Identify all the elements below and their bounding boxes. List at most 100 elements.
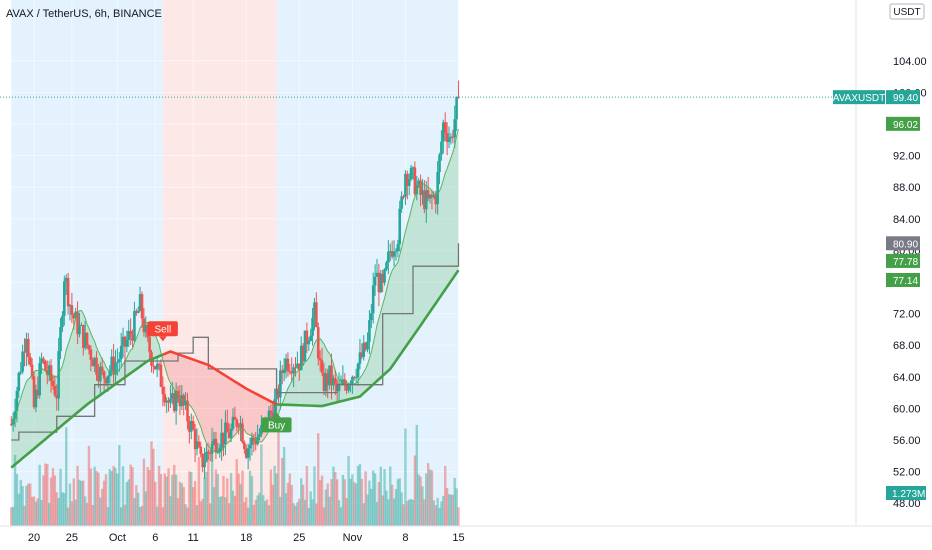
volume-bar: [15, 473, 19, 526]
volume-bar: [265, 499, 269, 526]
volume-bar: [440, 501, 443, 526]
volume-bar: [82, 480, 85, 526]
volume-bar: [131, 467, 134, 526]
volume-bar: [353, 482, 356, 526]
volume-bar: [400, 492, 403, 526]
x-tick-5: 18: [240, 532, 252, 544]
volume-bar: [267, 505, 271, 526]
volume-bar: [305, 466, 309, 526]
volume-bar: [358, 464, 362, 526]
candle-body: [129, 330, 132, 335]
volume-bar: [13, 454, 17, 526]
candle-body: [309, 335, 312, 342]
volume-bar: [186, 507, 189, 526]
volume-bar: [133, 498, 136, 526]
candle-body: [239, 423, 242, 428]
volume-bar: [154, 481, 157, 526]
volume-bar: [423, 499, 426, 526]
candle-body: [32, 376, 36, 408]
volume-bar: [184, 504, 187, 526]
candle-body: [23, 351, 26, 353]
sell-signal[interactable]: Sell: [147, 321, 178, 342]
volume-bar: [36, 498, 39, 526]
candle-body: [364, 342, 367, 350]
volume-bar: [336, 479, 339, 526]
candle-body: [153, 366, 157, 370]
volume-bar: [159, 474, 163, 526]
volume-bar: [322, 507, 326, 526]
candle-body: [9, 424, 13, 426]
candle-body: [36, 389, 40, 396]
volume-bar: [345, 498, 348, 526]
volume-bar: [273, 465, 276, 526]
volume-bar: [97, 472, 100, 526]
candle-body: [42, 358, 45, 362]
currency-button[interactable]: [889, 3, 925, 20]
region-bullish-2: [276, 0, 459, 526]
candle-body: [445, 133, 449, 143]
volume-bar: [233, 495, 237, 526]
candle-body: [157, 363, 161, 365]
currency-label: USDT: [893, 7, 920, 18]
volume-bar: [245, 497, 248, 526]
volume-bar: [317, 433, 320, 526]
volume-bar: [55, 492, 58, 526]
candle-body: [430, 194, 434, 198]
volume-bar: [93, 466, 96, 526]
candle-body: [220, 432, 223, 449]
candle-body: [210, 444, 214, 454]
candle-body: [66, 277, 70, 307]
candle-body: [440, 141, 443, 155]
candle-body: [49, 365, 53, 381]
candle-body: [392, 251, 396, 257]
buy-signal[interactable]: Buy: [261, 412, 292, 433]
indicator-lines: [0, 96, 856, 469]
candle-body: [180, 395, 184, 407]
candle-body: [45, 370, 49, 376]
candle-body: [68, 305, 72, 307]
candle-body: [34, 389, 38, 408]
candle-body: [112, 356, 115, 375]
candle-body: [189, 421, 193, 432]
candle-body: [144, 325, 148, 333]
candle-body: [152, 365, 155, 367]
volume-bar: [89, 468, 93, 526]
volume-bar: [137, 492, 140, 526]
candle-body: [449, 136, 453, 139]
candle-body: [250, 437, 254, 445]
volume-bar: [106, 507, 110, 526]
ma-mid-label: [886, 253, 920, 268]
volume-bar: [148, 470, 151, 526]
ma-slow-label: [886, 272, 920, 287]
candle-body: [407, 178, 411, 186]
candle-body: [83, 332, 87, 348]
volume-bar: [114, 467, 117, 526]
candle-body: [303, 330, 307, 362]
volume-bar: [394, 489, 398, 526]
candle-body: [104, 378, 108, 384]
x-tick-4: 11: [187, 532, 198, 544]
candle-body: [307, 341, 311, 345]
volume-bar: [426, 463, 430, 526]
candle-body: [368, 320, 371, 342]
volume-bar: [260, 444, 263, 526]
candle-body: [13, 411, 17, 419]
volume-bar: [432, 500, 436, 526]
candle-body: [252, 437, 256, 441]
volume-bar: [417, 474, 420, 526]
step-line-label: [886, 236, 920, 251]
volume-bar: [364, 471, 367, 526]
candle-body: [396, 244, 400, 252]
volume-bar: [339, 507, 343, 526]
volume-bar: [294, 505, 297, 526]
candle-body: [453, 119, 456, 138]
volume-bar: [385, 490, 388, 526]
candle-body: [208, 452, 212, 454]
candle-body: [53, 385, 57, 396]
time-axis[interactable]: 20 25 Oct 6 11 18 25 Nov 8 15: [0, 525, 932, 550]
step-line-value: 80.90: [893, 239, 918, 250]
x-tick-6: 25: [293, 532, 305, 544]
volume-bar: [17, 493, 21, 526]
price-axis[interactable]: 104.00100.0096.0092.0088.0084.0080.0076.…: [833, 0, 932, 550]
